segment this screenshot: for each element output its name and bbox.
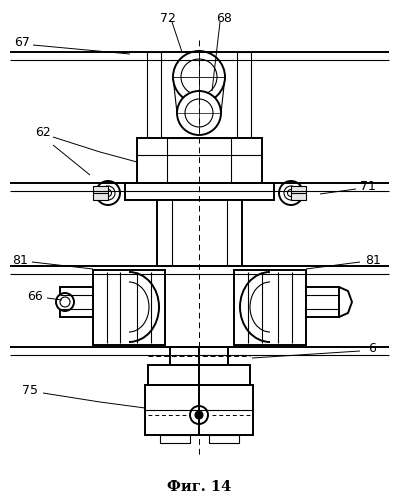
Circle shape <box>185 99 213 127</box>
Circle shape <box>173 51 225 103</box>
Text: 71: 71 <box>360 180 376 192</box>
Circle shape <box>60 297 70 307</box>
Text: 62: 62 <box>35 126 51 140</box>
Text: 67: 67 <box>14 36 30 50</box>
Bar <box>125 183 274 200</box>
Bar <box>234 270 306 345</box>
Bar <box>306 287 339 317</box>
Bar <box>170 347 228 365</box>
Text: 75: 75 <box>22 384 38 396</box>
Bar <box>209 435 239 443</box>
Bar <box>93 270 165 345</box>
Bar <box>167 138 231 183</box>
Circle shape <box>96 181 120 205</box>
Bar <box>157 200 242 266</box>
Circle shape <box>181 59 217 95</box>
Bar <box>147 52 161 147</box>
Text: 81: 81 <box>12 254 28 266</box>
Circle shape <box>177 91 221 135</box>
Bar <box>137 138 262 183</box>
Circle shape <box>284 186 298 200</box>
Bar <box>291 186 306 200</box>
Text: 6: 6 <box>368 342 376 354</box>
Circle shape <box>56 293 74 311</box>
Bar <box>237 52 251 147</box>
Bar <box>60 287 93 317</box>
Circle shape <box>190 406 208 424</box>
Circle shape <box>279 181 303 205</box>
Text: Фиг. 14: Фиг. 14 <box>167 480 231 494</box>
Text: 66: 66 <box>27 290 43 302</box>
Bar <box>160 435 190 443</box>
Circle shape <box>288 190 294 196</box>
Text: 68: 68 <box>216 12 232 24</box>
Bar <box>93 186 108 200</box>
Circle shape <box>105 190 111 196</box>
Circle shape <box>195 411 203 419</box>
Bar <box>145 385 253 435</box>
Bar <box>148 365 250 385</box>
Circle shape <box>101 186 115 200</box>
Text: 81: 81 <box>365 254 381 266</box>
Text: 72: 72 <box>160 12 176 24</box>
